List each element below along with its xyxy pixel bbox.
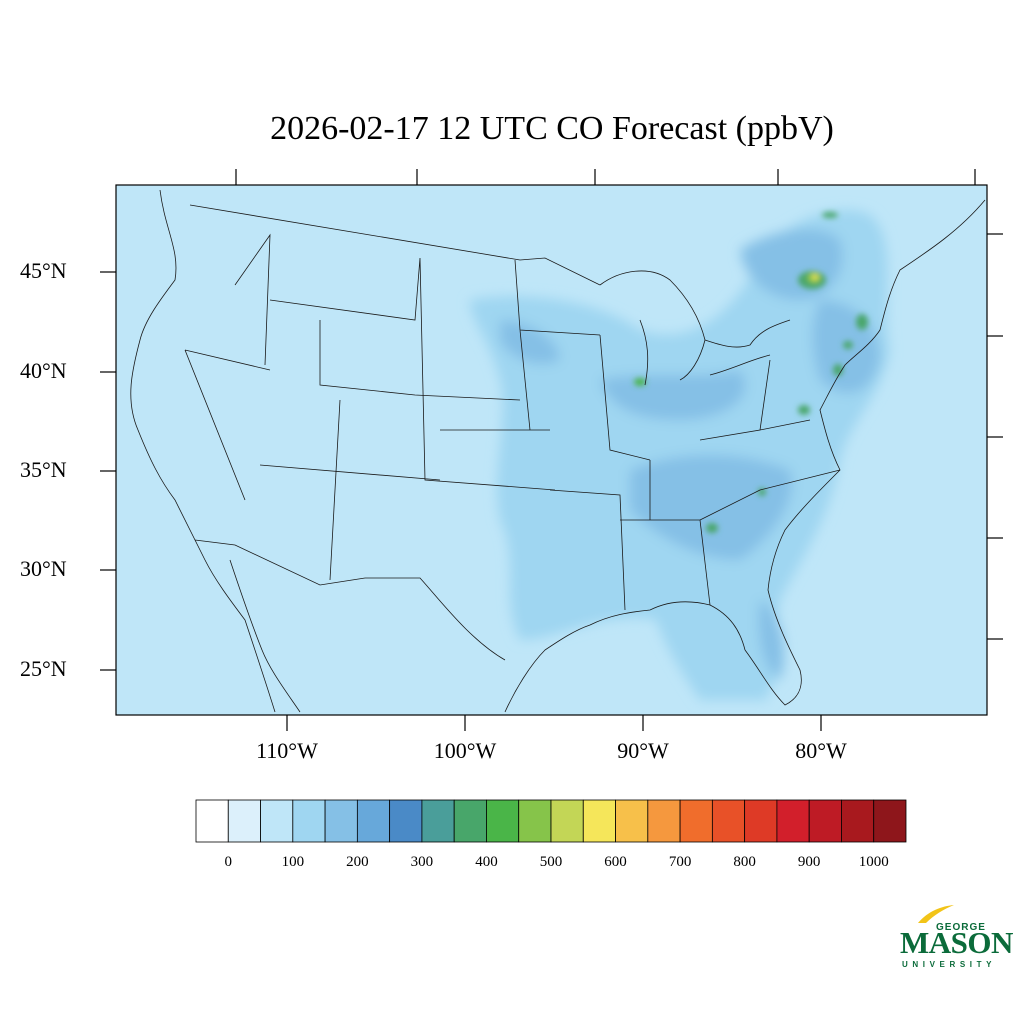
colorbar-tick-label: 0 xyxy=(224,854,233,870)
lon-label-90w: 90°W xyxy=(617,738,669,763)
colorbar-box xyxy=(195,799,229,843)
colorbar-box xyxy=(453,799,487,843)
colorbar-box xyxy=(873,799,907,843)
colorbar-box xyxy=(518,799,552,843)
colorbar-box xyxy=(808,799,842,843)
colorbar-tick-label: 400 xyxy=(475,854,498,870)
colorbar-tick-label: 900 xyxy=(797,854,821,870)
colorbar-box xyxy=(292,799,326,843)
top-ticks xyxy=(235,169,976,185)
lat-label-30n: 30°N xyxy=(20,556,67,581)
colorbar-box xyxy=(679,799,713,843)
colorbar-box xyxy=(744,799,778,843)
colorbar-tick-label: 800 xyxy=(733,854,756,870)
left-ticks xyxy=(100,271,116,671)
logo-george-text: GEORGE xyxy=(936,922,986,933)
colorbar-box xyxy=(260,799,294,843)
colorbar-box xyxy=(711,799,746,843)
map-frame xyxy=(115,184,988,716)
colorbar-tick-label: 600 xyxy=(604,854,627,870)
colorbar-box xyxy=(582,799,616,843)
coastline-and-borders xyxy=(130,189,986,713)
colorbar-box xyxy=(841,799,875,843)
colorbar-box xyxy=(227,799,261,843)
colorbar-tick-label: 300 xyxy=(410,854,434,870)
bottom-ticks xyxy=(286,715,822,731)
colorbar-box xyxy=(486,799,520,843)
colorbar-box xyxy=(776,799,810,843)
lon-label-80w: 80°W xyxy=(795,738,847,763)
colorbar-box xyxy=(324,799,358,843)
colorbar-tick-label: 100 xyxy=(281,854,305,870)
map-title: 2026-02-17 12 UTC CO Forecast (ppbV) xyxy=(270,110,834,147)
colorbar-tick-label: 1000 xyxy=(858,854,889,870)
lat-label-35n: 35°N xyxy=(20,457,67,482)
logo-university-text: UNIVERSITY xyxy=(902,960,997,969)
colorbar-box xyxy=(421,799,455,843)
lat-label-25n: 25°N xyxy=(20,656,67,681)
logo-mason-text: MASON xyxy=(900,925,1013,960)
right-ticks xyxy=(987,233,1003,640)
colorbar-tick-label: 700 xyxy=(668,854,692,870)
colorbar-box xyxy=(647,799,681,843)
lon-label-110w: 110°W xyxy=(256,738,318,763)
colorbar-box xyxy=(615,799,649,843)
colorbar xyxy=(195,799,907,843)
colorbar-box xyxy=(389,799,423,843)
gmu-logo: GEORGE MASON UNIVERSITY xyxy=(898,905,1013,975)
colorbar-box xyxy=(356,799,391,843)
co-hotspots xyxy=(634,212,868,533)
lat-label-40n: 40°N xyxy=(20,358,67,383)
lon-label-100w: 100°W xyxy=(433,738,497,763)
colorbar-tick-label: 200 xyxy=(346,854,369,870)
colorbar-tick-label: 500 xyxy=(539,854,563,870)
colorbar-box xyxy=(550,799,584,843)
lat-label-45n: 45°N xyxy=(20,258,67,283)
logo-swoosh-icon xyxy=(918,905,954,923)
